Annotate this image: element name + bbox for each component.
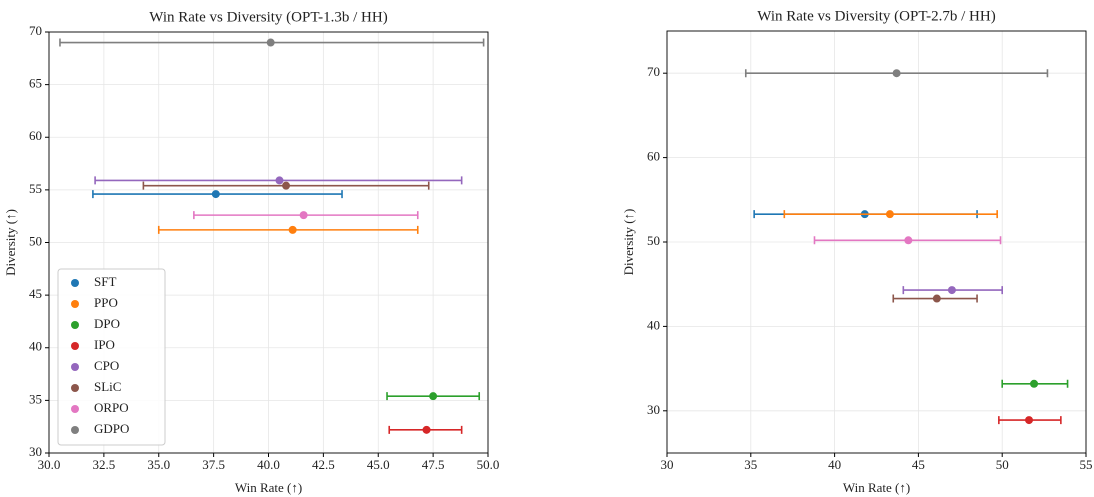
point [275, 176, 284, 185]
y-tick-label: 60 [29, 128, 42, 143]
legend-label: IPO [94, 337, 115, 352]
legend-marker [71, 363, 79, 371]
y-tick-label: 30 [29, 444, 42, 459]
x-axis-label: Win Rate (↑) [843, 480, 910, 495]
y-tick-label: 70 [647, 64, 660, 79]
y-tick-label: 55 [29, 181, 42, 196]
legend-marker [71, 300, 79, 308]
x-tick-label: 35.0 [147, 457, 170, 472]
x-tick-label: 50 [996, 457, 1009, 472]
y-tick-label: 60 [647, 149, 660, 164]
point [429, 392, 438, 401]
legend-marker [71, 279, 79, 287]
legend-label: PPO [94, 295, 118, 310]
error-bar [157, 225, 419, 234]
x-tick-label: 40.0 [257, 457, 280, 472]
chart-title: Win Rate vs Diversity (OPT-1.3b / HH) [149, 9, 387, 25]
x-tick-label: 50.0 [477, 457, 500, 472]
legend-marker [71, 342, 79, 350]
x-tick-label: 30 [661, 457, 674, 472]
x-tick-label: 35 [744, 457, 757, 472]
y-tick-label: 70 [29, 23, 42, 38]
x-tick-label: 42.5 [312, 457, 335, 472]
y-tick-label: 50 [647, 233, 660, 248]
point [892, 69, 901, 78]
legend-label: DPO [94, 316, 120, 331]
y-tick-label: 40 [29, 339, 42, 354]
chart-panel: 30.0 32.5 35.0 37.5 40.0 42.5 45.0 47.5 50.0 30 35… [3, 9, 499, 495]
point [282, 181, 291, 190]
x-tick-label: 30.0 [38, 457, 61, 472]
legend-marker [71, 426, 79, 434]
y-tick-label: 30 [647, 402, 660, 417]
y-tick-label: 35 [29, 391, 42, 406]
legend-marker [71, 321, 79, 329]
point [288, 225, 297, 234]
point [422, 425, 431, 434]
point [904, 236, 913, 245]
legend-marker [71, 384, 79, 392]
point [932, 294, 941, 303]
x-axis-label: Win Rate (↑) [235, 480, 302, 495]
point [266, 38, 275, 47]
x-tick-label: 32.5 [93, 457, 116, 472]
point [947, 286, 956, 295]
x-tick-label: 45 [912, 457, 925, 472]
y-axis-label: Diversity (↑) [3, 209, 18, 276]
point [211, 190, 220, 199]
chart-panel: 30 35 40 45 50 55 30 40 50 60 70 Win Rate vs Divers… [621, 8, 1093, 495]
plot-frame [48, 31, 489, 454]
y-tick-label: 40 [647, 317, 660, 332]
point [1030, 379, 1039, 388]
y-tick-label: 45 [29, 286, 42, 301]
legend-box [57, 268, 166, 446]
point [299, 211, 308, 220]
point [1025, 416, 1034, 425]
point [885, 210, 894, 219]
legend-label: GDPO [94, 421, 129, 436]
y-axis-label: Diversity (↑) [621, 209, 636, 276]
legend-marker [71, 405, 79, 413]
legend-label: CPO [94, 358, 119, 373]
x-tick-label: 55 [1080, 457, 1093, 472]
x-tick-label: 45.0 [367, 457, 390, 472]
legend-label: SLiC [94, 379, 121, 394]
x-tick-label: 47.5 [422, 457, 445, 472]
legend-label: ORPO [94, 400, 129, 415]
x-tick-label: 37.5 [202, 457, 225, 472]
x-tick-label: 40 [828, 457, 841, 472]
y-tick-label: 65 [29, 76, 42, 91]
y-tick-label: 50 [29, 233, 42, 248]
plot-frame [666, 30, 1087, 454]
chart-title: Win Rate vs Diversity (OPT-2.7b / HH) [757, 8, 995, 24]
legend-label: SFT [94, 274, 116, 289]
